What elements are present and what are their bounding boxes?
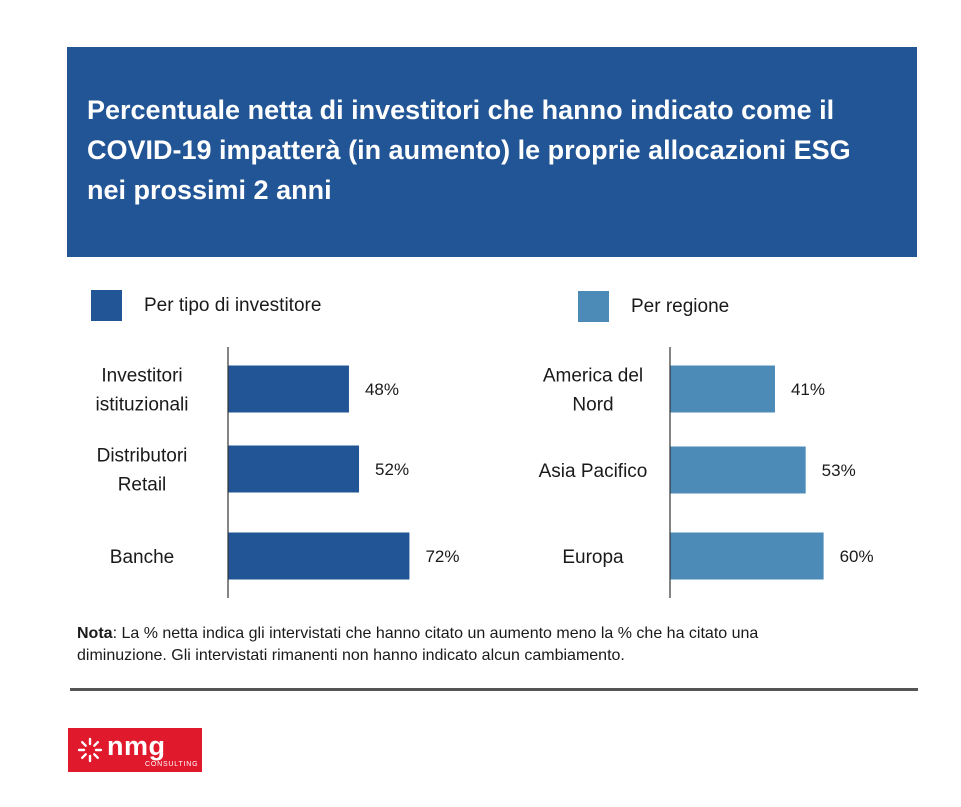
investor-bar-0	[228, 365, 349, 413]
investor-category-label-1: Distributori Retail	[97, 446, 188, 496]
region-category-label-1: Asia Pacifico	[539, 461, 648, 482]
footnote: Nota: La % netta indica gli intervistati…	[77, 623, 847, 667]
chart-header: Percentuale netta di investitori che han…	[67, 47, 917, 257]
region-bar-1	[670, 446, 806, 494]
region-bar-2	[670, 532, 824, 580]
investor-category-label-0: Investitori istituzionali	[96, 366, 189, 416]
region-chart: 41% America del Nord 53% Asia Pacifico 60% Eur…	[539, 347, 874, 598]
footnote-label: Nota	[77, 625, 113, 642]
region-value-label-0: 41%	[791, 380, 825, 399]
footnote-text: : La % netta indica gli intervistati che…	[77, 625, 759, 664]
investor-category-label-2: Banche	[110, 547, 174, 568]
legend-label-region: Per regione	[631, 295, 730, 317]
region-category-label-0: America del Nord	[543, 366, 643, 416]
footer-divider	[70, 688, 918, 691]
chart-title: Percentuale netta di investitori che han…	[87, 95, 851, 205]
investor-bar-2	[228, 532, 410, 580]
region-bar-0	[670, 365, 775, 413]
legend-investor-type: Per tipo di investitore	[91, 290, 321, 321]
investor-value-label-1: 52%	[375, 460, 409, 479]
investor-value-label-0: 48%	[365, 380, 399, 399]
legend-swatch-investor	[91, 290, 122, 321]
legend-region: Per regione	[578, 291, 729, 322]
legend-label-investor: Per tipo di investitore	[144, 294, 322, 316]
investor-bar-1	[228, 445, 360, 493]
starburst-icon	[77, 737, 103, 763]
logo-wordmark: nmg CONSULTING	[107, 730, 199, 768]
investor-type-chart: 48% Investitori istituzionali 52% Distributo…	[96, 347, 459, 598]
region-value-label-1: 53%	[822, 461, 856, 480]
region-value-label-2: 60%	[840, 547, 874, 566]
legend-swatch-region	[578, 291, 609, 322]
region-category-label-2: Europa	[562, 547, 624, 568]
investor-value-label-2: 72%	[425, 547, 459, 566]
nmg-logo: nmg CONSULTING	[68, 728, 202, 772]
